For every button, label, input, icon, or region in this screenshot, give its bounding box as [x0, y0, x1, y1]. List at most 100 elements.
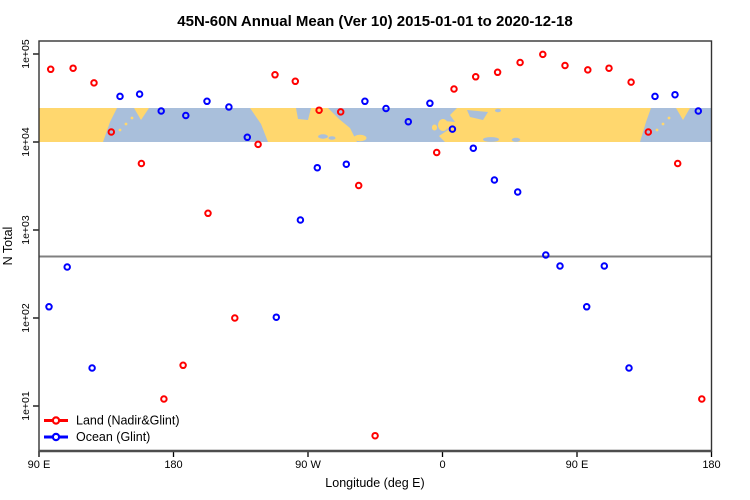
data-point-ocean — [382, 104, 390, 113]
chart-title: 45N-60N Annual Mean (Ver 10) 2015-01-01 … — [177, 13, 572, 30]
x-tick-label: 180 — [164, 459, 182, 471]
data-point-land — [231, 314, 239, 322]
legend-label-ocean: Ocean (Glint) — [76, 430, 150, 444]
data-point-ocean — [361, 97, 369, 106]
x-tick-label: 0 — [439, 459, 445, 471]
data-point-land — [584, 66, 592, 74]
data-point-land — [432, 148, 441, 157]
data-point-land — [46, 65, 55, 74]
data-point-ocean — [671, 90, 679, 99]
data-point-land — [271, 71, 279, 79]
data-point-land — [336, 108, 345, 116]
y-tick-label: 1e+02 — [20, 303, 32, 333]
data-point-ocean — [426, 99, 434, 108]
data-point-ocean — [694, 107, 703, 115]
map-newfoundland — [353, 134, 367, 142]
data-point-ocean — [448, 125, 457, 133]
data-point-land — [291, 77, 300, 86]
data-point-ocean — [490, 176, 499, 184]
data-point-ocean — [313, 163, 322, 172]
y-tick-label: 1e+04 — [20, 127, 32, 157]
legend-item-land: Land (Nadir&Glint) — [44, 414, 180, 428]
data-point-ocean — [296, 216, 305, 224]
world-map-band — [39, 108, 712, 142]
map-ocean-hudson-bay — [296, 108, 311, 120]
map-white-sea — [495, 108, 501, 113]
data-point-land — [354, 181, 363, 190]
data-point-ocean — [556, 262, 564, 270]
data-point-land — [644, 128, 653, 136]
data-point-land — [179, 361, 187, 370]
data-point-ocean — [88, 364, 96, 372]
data-point-land — [371, 431, 379, 440]
y-axis-label: N Total — [1, 227, 15, 266]
axis-ticks-layer: 90 E 180 90 W 0 90 E 180 1e+01 1e+02 1e+03 1e+04 1… — [20, 39, 721, 471]
y-tick-label: 1e+05 — [20, 39, 32, 69]
legend: Land (Nadir&Glint) Ocean (Glint) — [44, 414, 180, 444]
data-point-land — [539, 50, 547, 59]
map-kuril-island — [124, 122, 128, 126]
data-point-land — [315, 106, 323, 114]
data-point-land — [160, 395, 168, 403]
map-kuril-island — [667, 116, 671, 120]
map-kuril-island — [118, 128, 122, 132]
data-point-ocean — [625, 364, 633, 372]
data-point-ocean — [469, 144, 478, 152]
map-kuril-island — [661, 122, 665, 126]
data-point-ocean — [582, 303, 591, 311]
data-point-ocean — [513, 188, 522, 196]
map-kuril-island — [130, 116, 134, 120]
data-point-land — [627, 78, 635, 86]
data-point-land — [69, 64, 77, 72]
data-point-ocean — [116, 92, 124, 101]
data-point-land — [107, 128, 116, 136]
map-black-sea — [483, 137, 499, 142]
map-ocean-baltic — [467, 110, 488, 120]
data-point-ocean — [272, 313, 281, 321]
map-caspian-sea — [511, 137, 521, 142]
data-point-land — [204, 209, 212, 218]
data-point-land — [471, 73, 480, 81]
x-tick-label: 90 W — [295, 459, 321, 471]
map-ocean-atlantic — [328, 108, 457, 142]
data-point-ocean — [225, 103, 233, 111]
map-britain — [438, 119, 448, 131]
data-point-land — [493, 68, 502, 77]
map-ocean-pacific-west — [103, 108, 268, 142]
data-point-ocean — [45, 303, 53, 311]
map-ocean-pacific-east — [640, 108, 712, 142]
data-point-land — [698, 395, 706, 403]
map-great-lakes-2 — [328, 136, 336, 140]
legend-item-ocean: Ocean (Glint) — [44, 430, 150, 444]
data-point-ocean — [135, 90, 144, 98]
data-point-land — [561, 61, 569, 70]
data-point-ocean — [600, 262, 609, 270]
map-ireland — [431, 124, 438, 131]
data-point-ocean — [342, 160, 351, 168]
data-point-ocean — [203, 97, 211, 106]
data-point-ocean — [63, 263, 71, 271]
data-point-land — [137, 159, 146, 168]
data-point-land — [450, 85, 458, 93]
legend-marker-ocean — [51, 432, 61, 442]
data-points-layer — [45, 50, 706, 440]
data-point-land — [90, 79, 98, 87]
x-tick-label: 90 E — [566, 459, 589, 471]
data-point-land — [254, 140, 262, 149]
map-great-lakes — [318, 134, 328, 139]
data-point-land — [605, 64, 613, 72]
data-point-ocean — [182, 111, 190, 120]
data-point-ocean — [157, 107, 165, 115]
legend-marker-land — [51, 416, 61, 425]
data-point-land — [516, 58, 524, 67]
plot-border — [38, 40, 713, 452]
legend-label-land: Land (Nadir&Glint) — [76, 414, 180, 428]
data-point-ocean — [404, 117, 413, 126]
y-tick-label: 1e+01 — [20, 391, 32, 421]
map-kuril-island — [655, 128, 659, 132]
data-point-land — [673, 159, 682, 168]
data-point-ocean — [542, 251, 550, 259]
data-point-ocean — [243, 133, 252, 142]
